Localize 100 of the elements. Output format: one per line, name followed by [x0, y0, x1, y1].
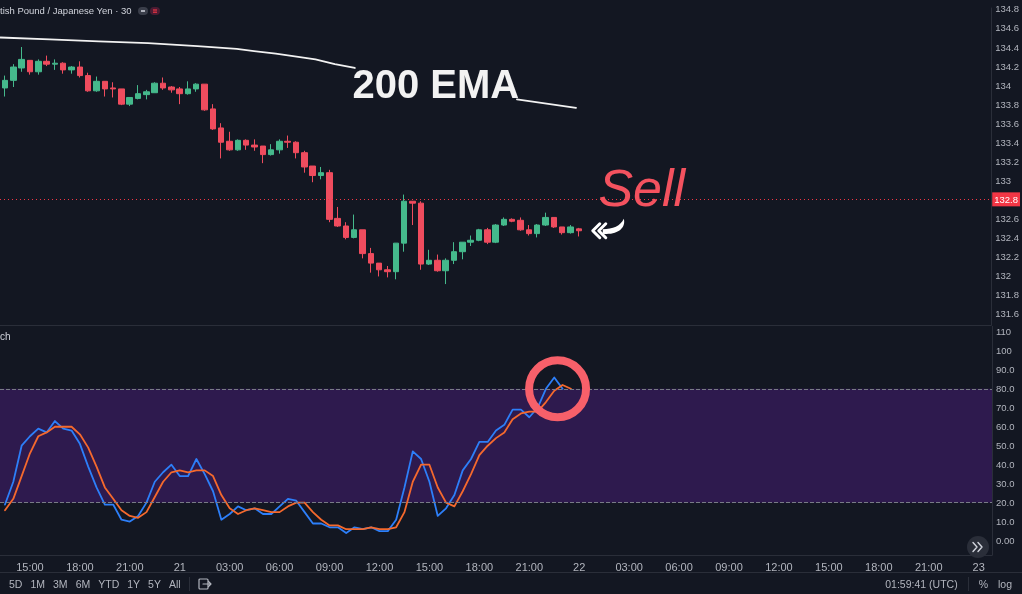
- candlestick: [251, 138, 258, 152]
- candlestick: [501, 216, 507, 227]
- candlestick: [218, 122, 224, 159]
- y-tick-label: 20.0: [996, 497, 1015, 509]
- x-tick-label: 15:00: [815, 560, 843, 573]
- y-tick-label: 132.4: [995, 231, 1020, 243]
- candlestick: [492, 223, 499, 244]
- y-tick-label: 100: [996, 345, 1012, 357]
- candlestick: [484, 227, 491, 245]
- text: 5Y: [148, 577, 161, 590]
- candlestick: [2, 75, 8, 98]
- text: 1Y: [127, 577, 141, 590]
- candlestick: [567, 224, 574, 235]
- candlestick: [102, 80, 108, 98]
- x-tick-label: 09:00: [315, 560, 344, 573]
- y-tick-label: 0.00: [996, 535, 1015, 547]
- y-tick-label: 132: [995, 270, 1012, 281]
- candlestick: [60, 61, 66, 75]
- candlestick: [517, 216, 524, 232]
- y-tick-label: 134: [995, 79, 1012, 91]
- candlestick: [542, 212, 549, 227]
- candlestick: [576, 227, 582, 237]
- candlestick: [418, 200, 424, 271]
- text: %: [978, 577, 988, 590]
- y-tick-label: 134.2: [995, 60, 1020, 72]
- candlestick: [276, 138, 283, 155]
- candlestick: [534, 223, 540, 238]
- candlestick: [351, 214, 357, 239]
- x-tick-label: 22: [573, 560, 586, 573]
- x-tick-label: 06:00: [665, 560, 693, 573]
- candlestick: [110, 81, 116, 98]
- text: 6M: [75, 577, 91, 590]
- candlestick: [376, 262, 382, 277]
- candlestick: [43, 55, 50, 67]
- candlestick: [509, 217, 515, 223]
- text: YTD: [98, 577, 120, 590]
- candlestick: [409, 200, 416, 226]
- x-tick-label: 03:00: [615, 560, 643, 573]
- candlestick: [126, 96, 133, 107]
- y-tick-label: 133.4: [995, 136, 1020, 148]
- candlestick: [35, 58, 42, 76]
- candlestick: [93, 76, 100, 93]
- candlestick: [393, 242, 399, 280]
- x-tick-label: 18:00: [865, 560, 893, 573]
- candlestick: [284, 135, 291, 149]
- y-tick-label: 10.0: [996, 516, 1015, 528]
- x-tick-label: 21:00: [515, 560, 544, 573]
- candlestick: [85, 72, 91, 93]
- x-tick-label: 15:00: [16, 560, 44, 573]
- candlestick: [27, 59, 33, 76]
- y-tick-label: 133.6: [995, 117, 1020, 129]
- candlestick: [551, 216, 557, 229]
- x-tick-label: 12:00: [365, 560, 394, 573]
- y-tick-label: 80.0: [996, 383, 1015, 395]
- chart-title: tish Pound / Japanese Yen · 30: [0, 5, 132, 16]
- candlestick: [201, 83, 208, 112]
- candlestick: [368, 247, 374, 274]
- x-tick-label: 03:00: [215, 560, 244, 573]
- candlestick: [318, 166, 324, 180]
- y-tick-label: 131.6: [995, 308, 1020, 320]
- y-tick-label: 134.6: [995, 22, 1020, 34]
- text: 5D: [9, 577, 23, 590]
- series-label: 200 EMA: [352, 61, 520, 106]
- candlestick: [210, 103, 216, 131]
- y-tick-label: 40.0: [996, 459, 1015, 471]
- x-tick-label: 23: [972, 560, 985, 573]
- candlestick: [268, 143, 274, 157]
- candlestick: [226, 131, 233, 152]
- y-tick-label: 110: [996, 326, 1012, 338]
- y-tick-label: 133.8: [995, 98, 1020, 110]
- x-tick-label: 21:00: [116, 560, 144, 573]
- candlestick: [77, 60, 83, 78]
- candlestick: [160, 76, 166, 91]
- x-tick-label: 21: [173, 560, 186, 573]
- text: log: [997, 577, 1012, 590]
- candlestick: [118, 88, 125, 106]
- candlestick: [359, 229, 366, 259]
- x-tick-label: 15:00: [415, 560, 444, 573]
- y-tick-label: 70.0: [996, 402, 1015, 414]
- y-tick-label: 132.2: [995, 250, 1020, 262]
- candlestick: [526, 224, 532, 237]
- candlestick: [235, 138, 241, 152]
- y-tick-label: 133: [995, 174, 1012, 186]
- x-tick-label: 18:00: [465, 560, 494, 573]
- text: All: [168, 577, 181, 590]
- candlestick: [52, 58, 58, 71]
- candlestick: [293, 140, 299, 159]
- y-tick-label: 90.0: [996, 364, 1015, 376]
- text: 3M: [53, 577, 68, 590]
- x-tick-label: 12:00: [765, 560, 793, 573]
- y-tick-label: 134.8: [995, 3, 1020, 15]
- text: 01:59:41 (UTC): [885, 577, 958, 590]
- candlestick: [260, 145, 266, 164]
- ref-line-label: 132.8: [994, 193, 1019, 205]
- y-tick-label: 60.0: [996, 421, 1015, 433]
- y-tick-label: 30.0: [996, 478, 1015, 490]
- candlestick: [434, 254, 441, 273]
- candlestick: [426, 249, 432, 266]
- y-tick-label: 134.4: [995, 41, 1020, 53]
- candlestick: [384, 265, 391, 278]
